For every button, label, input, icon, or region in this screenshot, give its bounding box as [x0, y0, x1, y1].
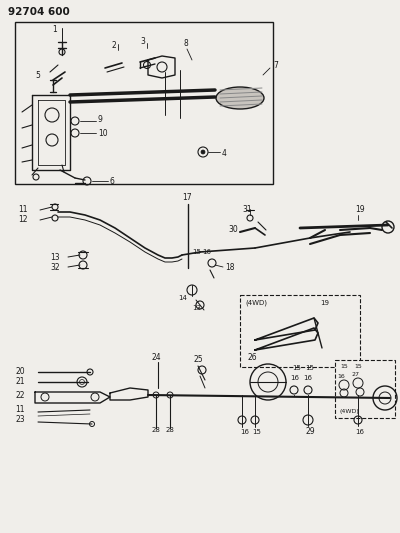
Text: 20: 20: [15, 367, 25, 376]
Bar: [335, 360, 395, 418]
Text: 13: 13: [50, 254, 60, 262]
Text: 15: 15: [252, 429, 261, 435]
Text: 3: 3: [140, 37, 145, 46]
Text: 25: 25: [193, 356, 203, 365]
Text: 15: 15: [192, 249, 201, 255]
Text: 16: 16: [290, 375, 299, 381]
Text: 1: 1: [52, 26, 57, 35]
Text: 19: 19: [320, 300, 329, 306]
Text: 16: 16: [355, 429, 364, 435]
Text: 23: 23: [15, 416, 25, 424]
Text: 21: 21: [15, 377, 24, 386]
Circle shape: [201, 150, 205, 154]
Bar: [240, 295, 360, 367]
Text: 2: 2: [112, 41, 117, 50]
Text: 24: 24: [152, 353, 162, 362]
Text: 18: 18: [225, 263, 234, 272]
Text: 7: 7: [273, 61, 278, 69]
Text: 19: 19: [355, 206, 365, 214]
Text: 9: 9: [98, 116, 103, 125]
Text: 10: 10: [98, 128, 108, 138]
Text: 15: 15: [340, 365, 348, 369]
Text: 16: 16: [303, 375, 312, 381]
Text: 28: 28: [166, 427, 175, 433]
Text: 32: 32: [50, 262, 60, 271]
Ellipse shape: [216, 87, 264, 109]
Text: 15: 15: [305, 365, 314, 371]
Text: 11: 11: [18, 206, 28, 214]
Text: 16: 16: [337, 375, 345, 379]
Text: 13: 13: [192, 305, 201, 311]
Text: 28: 28: [152, 427, 161, 433]
Text: 15: 15: [292, 365, 301, 371]
Text: 31: 31: [242, 206, 252, 214]
Text: 5: 5: [35, 70, 40, 79]
Text: 4: 4: [222, 149, 227, 157]
Text: (4WD): (4WD): [245, 300, 267, 306]
Text: (4WD): (4WD): [340, 409, 360, 415]
Text: 11: 11: [15, 406, 24, 415]
Text: 27: 27: [352, 373, 360, 377]
Text: 26: 26: [248, 353, 258, 362]
Text: 15: 15: [354, 365, 362, 369]
Text: 30: 30: [228, 225, 238, 235]
Text: 16: 16: [202, 249, 211, 255]
Text: 22: 22: [15, 392, 24, 400]
Text: 12: 12: [18, 215, 28, 224]
Text: 16: 16: [240, 429, 249, 435]
Text: 6: 6: [110, 177, 115, 187]
Text: 14: 14: [178, 295, 187, 301]
Text: 29: 29: [305, 427, 315, 437]
Text: 17: 17: [182, 193, 192, 203]
Text: 8: 8: [183, 38, 188, 47]
Text: 92704 600: 92704 600: [8, 7, 70, 17]
Bar: [15, 22, 273, 184]
